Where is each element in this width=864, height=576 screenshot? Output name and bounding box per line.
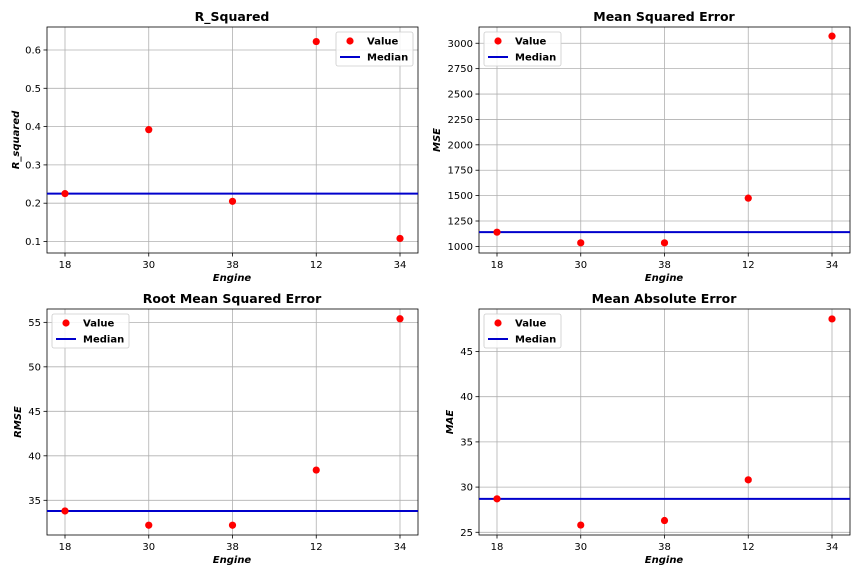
x-tick-label: 34 [394,542,407,553]
chart-mean-squared-error: Mean Squared Error Engine MSE Value Medi… [432,9,851,284]
y-tick-label: 0.1 [25,237,41,248]
legend: Value Median [335,31,414,67]
y-tick-label: 2250 [448,115,473,126]
y-tick-label: 0.2 [25,199,41,210]
data-point [312,37,320,46]
y-axis-label: RMSE [13,406,24,438]
y-tick-label: 0.6 [25,45,41,56]
x-tick-label: 18 [59,542,72,553]
data-point [577,521,585,529]
legend: Value Median [483,31,562,67]
data-point [744,476,752,484]
y-tick-label: 30 [460,483,473,494]
data-point [228,197,237,205]
x-axis-label: Engine [645,273,684,284]
y-tick-label: 45 [460,347,473,358]
x-tick-label: 34 [394,260,407,271]
legend-label-median: Median [83,335,124,346]
x-axis-label: Engine [213,273,252,284]
data-point [228,521,237,529]
y-tick-label: 50 [28,362,41,373]
legend: Value Median [483,313,562,349]
data-point [493,228,501,236]
y-tick-label: 35 [28,496,41,507]
data-point [396,234,404,243]
x-tick-label: 18 [59,260,72,271]
chart-title: Mean Squared Error [593,9,735,24]
y-tick-label: 25 [460,528,473,539]
y-tick-label: 1500 [448,191,473,202]
x-tick-label: 38 [658,260,671,271]
y-axis-label: R_squared [11,110,22,169]
y-tick-label: 3000 [448,39,473,50]
chart-title: Mean Absolute Error [592,291,738,306]
y-tick-label: 40 [460,392,473,403]
y-axis-label: MAE [445,410,456,435]
x-tick-label: 12 [310,260,323,271]
x-tick-label: 38 [226,260,239,271]
data-point [828,32,836,40]
data-point [61,507,69,515]
y-tick-label: 2750 [448,64,473,75]
legend-label-value: Value [515,319,546,330]
chart-title: R_Squared [195,9,270,25]
data-point [396,315,404,323]
legend: Value Median [51,313,130,349]
y-axis-label: MSE [432,128,443,152]
data-point [577,239,585,247]
y-tick-label: 1750 [448,166,473,177]
y-tick-label: 0.5 [25,84,41,95]
legend-label-median: Median [515,53,556,64]
x-tick-label: 12 [310,542,323,553]
legend-marker-value [62,319,70,327]
x-tick-label: 30 [142,542,155,553]
y-tick-label: 45 [28,407,41,418]
chart-title: Root Mean Squared Error [143,291,322,306]
x-tick-label: 30 [574,542,587,553]
data-point [660,239,669,247]
data-point [61,190,69,198]
x-tick-label: 30 [574,260,587,271]
data-point [312,466,320,474]
data-point [493,495,501,503]
x-axis-label: Engine [645,555,684,566]
y-tick-label: 0.3 [25,160,41,171]
x-axis-label: Engine [213,555,252,566]
x-tick-label: 12 [742,260,755,271]
x-tick-label: 34 [826,260,839,271]
x-tick-label: 18 [491,260,504,271]
x-tick-label: 30 [142,260,155,271]
y-tick-label: 2000 [448,140,473,151]
legend-label-value: Value [367,37,398,48]
y-tick-label: 55 [28,318,41,329]
data-point [145,521,153,529]
x-tick-label: 38 [658,542,671,553]
data-point [828,315,836,323]
x-tick-label: 12 [742,542,755,553]
y-tick-label: 0.4 [25,122,41,133]
chart-r-squared: R_Squared Engine R_squared Value Median … [11,9,419,284]
y-tick-label: 2500 [448,90,473,101]
legend-marker-value [494,319,502,327]
x-tick-label: 34 [826,542,839,553]
legend-label-median: Median [515,335,556,346]
y-tick-label: 35 [460,437,473,448]
x-tick-label: 18 [491,542,504,553]
y-tick-label: 40 [28,451,41,462]
legend-marker-value [494,37,502,45]
chart-root-mean-squared-error: Root Mean Squared Error Engine RMSE Valu… [13,291,419,566]
legend-label-value: Value [83,319,114,330]
legend-marker-value [346,37,354,45]
chart-mean-absolute-error: Mean Absolute Error Engine MAE Value Med… [445,291,851,566]
data-point [660,516,669,525]
y-tick-label: 1000 [448,242,473,253]
x-tick-label: 38 [226,542,239,553]
data-point [145,126,153,134]
data-point [744,194,752,202]
y-tick-label: 1250 [448,217,473,228]
legend-label-median: Median [367,53,408,64]
legend-label-value: Value [515,37,546,48]
